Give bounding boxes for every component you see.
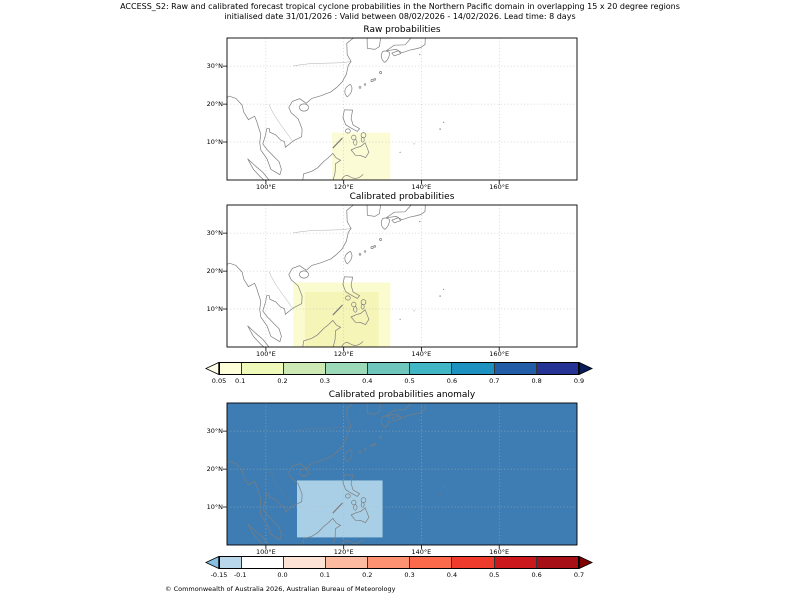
panel-2-xtick-100e: 100°E xyxy=(256,350,276,358)
panel-raw-probabilities: Raw probabilities 30°N 20°N 10°N 100°E 1… xyxy=(207,25,578,191)
panel-3-frame xyxy=(226,402,578,546)
colorbar-2-segment xyxy=(368,557,411,568)
colorbar-2-segment xyxy=(536,557,578,568)
panel-calibrated-probabilities: Calibrated probabilities 30°N 20°N 10°N … xyxy=(207,192,578,358)
shaded-region xyxy=(297,480,383,538)
colorbar-1-right-arrow xyxy=(579,362,593,375)
colorbar-1-tick-label: 0.8 xyxy=(531,377,542,385)
copyright-text: © Commonwealth of Australia 2026, Austra… xyxy=(165,585,396,593)
figure-title: ACCESS_S2: Raw and calibrated forecast t… xyxy=(0,2,800,22)
panel-1-frame xyxy=(226,37,578,181)
panel-2-map xyxy=(222,204,578,352)
colorbar-1-segment xyxy=(325,363,369,374)
colorbar-1-labels: 0.05 0.1 0.2 0.3 0.4 0.5 0.6 0.7 0.8 0.9 xyxy=(212,377,584,386)
panel-calibrated-probabilities-anomaly: Calibrated probabilities anomaly 30°N 20… xyxy=(207,390,578,556)
panel-1-xtick-140e: 140°E xyxy=(411,183,432,191)
panel-3-ytick-30n: 30°N xyxy=(206,427,223,435)
colorbar-2-segment xyxy=(494,557,537,568)
colorbar-1-tick-label: 0.5 xyxy=(404,377,415,385)
shaded-region xyxy=(304,291,379,347)
panel-3-ytick-10n: 10°N xyxy=(206,503,223,511)
panel-3-xtick-140e: 140°E xyxy=(411,548,432,556)
colorbar-2-tick-label: 0.2 xyxy=(362,571,373,579)
colorbar-2-tick-label: 0.0 xyxy=(277,571,288,579)
colorbar-1-tick-label: 0.05 xyxy=(211,377,227,385)
colorbar-2-segment xyxy=(325,557,369,568)
panel-2-xtick-160e: 160°E xyxy=(489,350,510,358)
panel-3-xtick-100e: 100°E xyxy=(256,548,276,556)
colorbar-1-tick-label: 0.9 xyxy=(573,377,585,385)
colorbar-1-segment xyxy=(241,363,284,374)
panel-2-ytick-30n: 30°N xyxy=(206,229,223,237)
anomaly-colorbar: -0.15 -0.1 0.0 0.1 0.2 0.3 0.4 0.5 0.6 0.7 xyxy=(205,556,593,579)
probability-colorbar: 0.05 0.1 0.2 0.3 0.4 0.5 0.6 0.7 0.8 0.9 xyxy=(205,362,593,385)
panel-3-xtick-120e: 120°E xyxy=(333,548,354,556)
colorbar-2-tick-label: 0.5 xyxy=(489,571,500,579)
colorbar-2-tick-label: 0.3 xyxy=(404,571,415,579)
colorbar-2-tick-label: -0.1 xyxy=(233,571,247,579)
colorbar-2-tick-label: 0.1 xyxy=(319,571,331,579)
colorbar-1-left-arrow xyxy=(205,362,219,375)
colorbar-2-labels: -0.15 -0.1 0.0 0.1 0.2 0.3 0.4 0.5 0.6 0.7 xyxy=(211,571,585,580)
colorbar-1-segment xyxy=(368,363,411,374)
colorbar-2-segment xyxy=(452,557,495,568)
panel-1-xtick-120e: 120°E xyxy=(333,183,354,191)
colorbar-1-tick-label: 0.3 xyxy=(319,377,331,385)
panel-2-frame xyxy=(226,204,578,348)
colorbar-2-bar xyxy=(219,556,579,569)
colorbar-2-right-arrow xyxy=(579,556,593,569)
panel-1-xtick-100e: 100°E xyxy=(256,183,276,191)
colorbar-1-tick-label: 0.1 xyxy=(235,377,246,385)
panel-2-ytick-20n: 20°N xyxy=(206,267,223,275)
colorbar-1-tick-label: 0.7 xyxy=(489,377,500,385)
panel-2-probability-regions xyxy=(293,282,391,347)
colorbar-2-segment xyxy=(241,557,284,568)
panel-1-title: Raw probabilities xyxy=(363,25,441,35)
figure-title-line2: initialised date 31/01/2026 : Valid betw… xyxy=(224,12,576,21)
colorbar-2-tick-label: 0.7 xyxy=(573,571,585,579)
panel-2-xtick-120e: 120°E xyxy=(333,350,354,358)
colorbar-1-segment xyxy=(283,363,326,374)
colorbar-2-tick-label: -0.15 xyxy=(210,571,228,579)
colorbar-2-tick-label: 0.4 xyxy=(446,571,458,579)
colorbar-1-tick-label: 0.6 xyxy=(446,377,458,385)
panel-2-title: Calibrated probabilities xyxy=(349,192,455,202)
panel-3-ytick-20n: 20°N xyxy=(206,465,223,473)
panel-3-anomaly-regions xyxy=(297,480,383,538)
panel-2-ytick-10n: 10°N xyxy=(206,305,223,313)
colorbar-1-segment xyxy=(220,363,242,374)
figure-title-line1: ACCESS_S2: Raw and calibrated forecast t… xyxy=(120,2,680,11)
colorbar-2-segment xyxy=(410,557,453,568)
colorbar-1-tick-label: 0.2 xyxy=(277,377,288,385)
panel-1-map xyxy=(222,37,578,185)
colorbar-1-segment xyxy=(410,363,453,374)
colorbar-2-tick-label: 0.6 xyxy=(531,571,542,579)
panel-1-ytick-20n: 20°N xyxy=(206,100,223,108)
colorbar-1-segment xyxy=(452,363,495,374)
colorbar-1-bar xyxy=(219,362,579,375)
colorbar-1-segment xyxy=(536,363,578,374)
colorbar-2-segment xyxy=(220,557,242,568)
panel-3-map xyxy=(222,402,578,550)
panel-3-title: Calibrated probabilities anomaly xyxy=(328,390,476,400)
panel-3-xtick-160e: 160°E xyxy=(489,548,510,556)
colorbar-2-left-arrow xyxy=(205,556,219,569)
colorbar-2-segment xyxy=(283,557,326,568)
panel-1-xtick-160e: 160°E xyxy=(489,183,510,191)
panel-1-ytick-30n: 30°N xyxy=(206,62,223,70)
colorbar-1-tick-label: 0.4 xyxy=(362,377,373,385)
panel-1-ytick-10n: 10°N xyxy=(206,138,223,146)
panel-2-xtick-140e: 140°E xyxy=(411,350,432,358)
colorbar-1-segment xyxy=(494,363,537,374)
